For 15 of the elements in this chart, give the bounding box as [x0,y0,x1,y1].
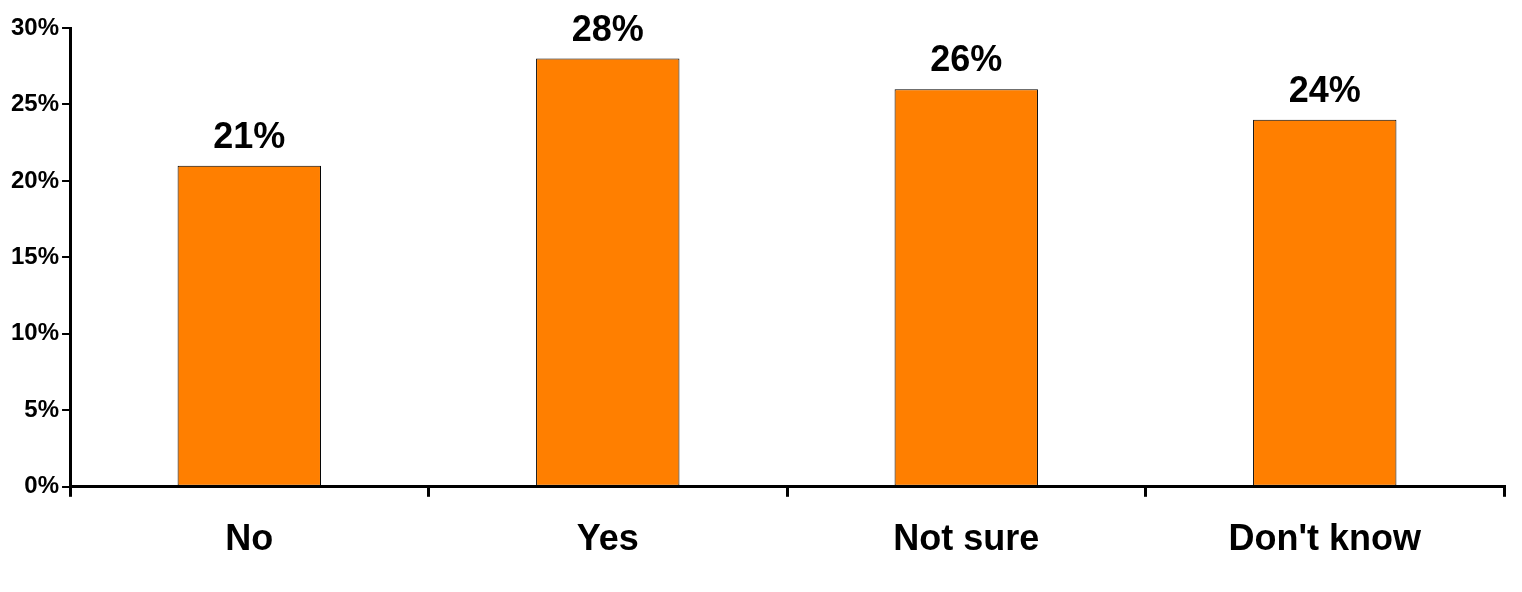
x-tick-label: Don't know [1228,517,1423,559]
y-tick-label: 5% [24,394,60,422]
data-label: 24% [1288,68,1361,110]
y-tick-label: 10% [10,318,60,346]
data-label: 21% [213,114,286,156]
y-tick-label: 30% [10,12,60,40]
y-tick-label: 20% [10,165,60,193]
x-tick-label: Not sure [893,517,1040,559]
x-tick-label: No [225,517,274,559]
data-label: 28% [571,7,644,49]
x-tick-label: Yes [576,517,639,559]
data-label: 26% [930,38,1003,80]
y-tick-label: 25% [10,89,60,117]
y-tick-label: 0% [24,471,60,499]
y-tick-label: 15% [10,242,60,270]
